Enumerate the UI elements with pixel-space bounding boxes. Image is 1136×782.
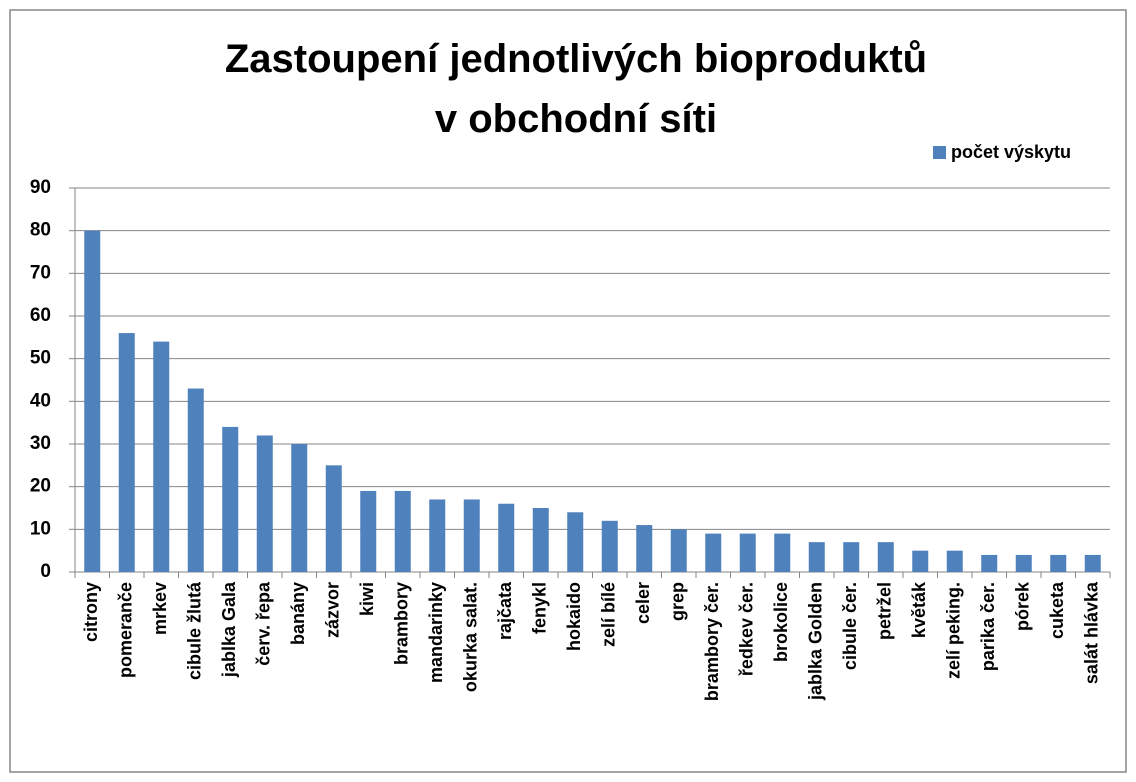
bar [601,520,618,572]
bar [187,388,204,572]
bar [325,465,342,572]
y-tick-label: 40 [30,390,51,411]
chart-title: v obchodní síti [435,97,717,141]
bar [84,230,101,572]
y-tick-label: 50 [30,348,51,369]
x-tick-label: brambory čer. [702,582,722,701]
x-tick-label: grep [668,582,688,621]
x-tick-label: mandarinky [426,582,446,683]
bar [463,499,480,572]
x-tick-label: citrony [81,582,101,642]
x-tick-label: kiwi [357,582,377,616]
legend-label: počet výskytu [951,142,1071,162]
bar [291,444,308,572]
bar [946,550,963,572]
x-tick-label: petržel [875,582,895,640]
y-tick-label: 80 [30,220,51,241]
x-tick-label: květák [909,581,929,638]
x-tick-label: salát hlávka [1082,581,1102,684]
x-tick-label: jablka Golden [806,582,826,701]
x-tick-label: cuketa [1047,581,1067,639]
bar [532,508,549,572]
bar [808,542,825,572]
x-tick-label: zázvor [323,582,343,638]
bar [498,503,515,572]
bar [360,490,377,572]
bar [774,533,791,572]
x-tick-label: hokaido [564,582,584,651]
bar [1015,554,1032,572]
x-tick-label: brokolice [771,582,791,662]
x-tick-label: cibule žlutá [185,581,205,680]
x-tick-label: zelí bílé [599,582,619,647]
bar [567,512,584,572]
bar [429,499,446,572]
x-tick-label: celer [633,582,653,624]
bar [1050,554,1067,572]
bar [877,542,894,572]
x-tick-label: okurka salat. [461,582,481,692]
bar [394,490,411,572]
y-tick-label: 60 [30,305,51,326]
bar [118,333,135,572]
chart-title: Zastoupení jednotlivých bioproduktů [225,37,927,81]
x-tick-label: banány [288,582,308,645]
bar [256,435,273,572]
x-tick-label: ředkev čer. [737,582,757,676]
y-tick-label: 30 [30,433,51,454]
x-tick-label: mrkev [150,582,170,635]
x-tick-label: pomeranče [116,582,136,678]
x-tick-label: jablka Gala [219,581,239,678]
x-tick-label: brambory [392,582,412,665]
bar [843,542,860,572]
x-tick-label: zelí peking. [944,582,964,679]
bar [670,529,687,572]
x-tick-label: rajčata [495,581,515,640]
x-tick-label: parika čer. [978,582,998,671]
y-tick-label: 0 [40,561,51,582]
bar [739,533,756,572]
y-tick-label: 70 [30,262,51,283]
bar [705,533,722,572]
y-tick-label: 90 [30,177,51,198]
bar [1084,554,1101,572]
y-tick-label: 20 [30,476,51,497]
x-tick-label: červ. řepa [254,581,274,666]
y-tick-label: 10 [30,518,51,539]
bar [912,550,929,572]
bar [981,554,998,572]
legend-swatch [933,146,946,159]
bar [222,426,239,572]
x-tick-label: fenykl [530,582,550,634]
x-tick-label: cibule čer. [840,582,860,670]
bar [153,341,170,572]
bar [636,525,653,572]
x-tick-label: pórek [1013,581,1033,631]
